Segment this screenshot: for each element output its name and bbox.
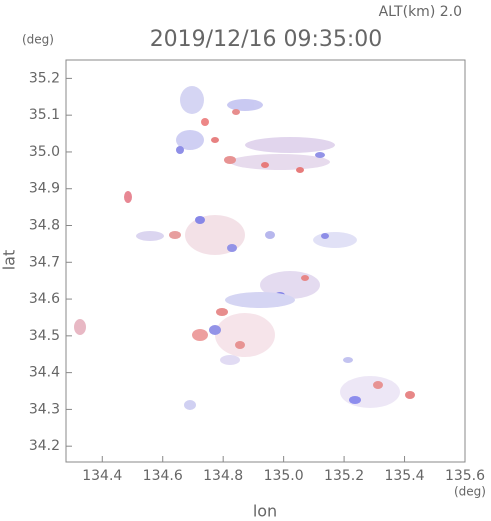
x-tick-label: 135.0 bbox=[264, 468, 304, 484]
y-tick-label: 35.2 bbox=[29, 70, 60, 86]
x-tick-label: 135.2 bbox=[324, 468, 364, 484]
plot-frame bbox=[65, 59, 466, 463]
x-tick-label: 134.4 bbox=[82, 468, 122, 484]
y-tick-label: 34.7 bbox=[29, 254, 60, 270]
x-tick-label: 134.6 bbox=[143, 468, 183, 484]
x-tick-label: 134.8 bbox=[203, 468, 243, 484]
y-tick-label: 34.5 bbox=[29, 328, 60, 344]
y-tick-label: 34.3 bbox=[29, 401, 60, 417]
x-axis-label: lon bbox=[253, 502, 277, 521]
radar-echoes bbox=[74, 86, 415, 410]
x-unit: (deg) bbox=[454, 485, 486, 499]
y-unit: (deg) bbox=[22, 33, 54, 47]
y-tick-label: 34.2 bbox=[29, 438, 60, 454]
altitude-label: ALT(km) 2.0 bbox=[379, 4, 462, 20]
y-tick-label: 35.1 bbox=[29, 107, 60, 123]
x-tick-label: 135.6 bbox=[445, 468, 485, 484]
y-tick-label: 34.4 bbox=[29, 365, 60, 381]
y-tick-label: 35.0 bbox=[29, 144, 60, 160]
x-tick-label: 135.4 bbox=[384, 468, 424, 484]
y-axis-label: lat bbox=[0, 250, 19, 271]
y-tick-label: 34.8 bbox=[29, 218, 60, 234]
y-tick-label: 34.9 bbox=[29, 181, 60, 197]
y-tick-label: 34.6 bbox=[29, 291, 60, 307]
chart-title: 2019/12/16 09:35:00 bbox=[150, 27, 383, 52]
